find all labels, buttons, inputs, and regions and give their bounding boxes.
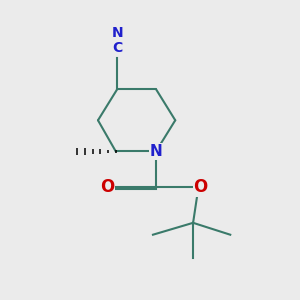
Text: C: C — [112, 41, 122, 55]
Text: O: O — [100, 178, 114, 196]
Text: N: N — [112, 26, 123, 40]
Text: O: O — [194, 178, 208, 196]
Text: N: N — [150, 144, 162, 159]
